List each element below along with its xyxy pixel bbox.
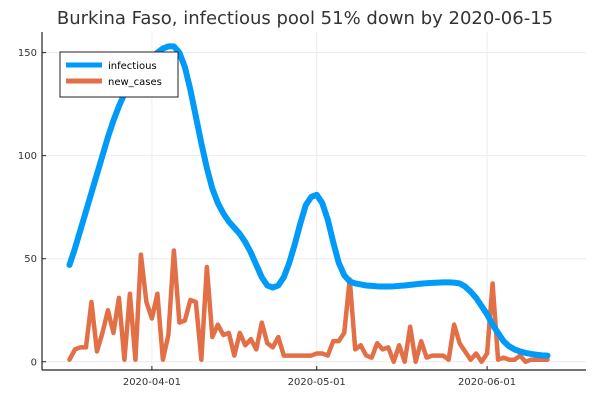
chart-title: Burkina Faso, infectious pool 51% down b… (57, 8, 553, 29)
x-tick-label-1: 2020-05-01 (288, 377, 346, 388)
legend-label-infectious: infectious (108, 61, 157, 72)
y-tick-label-3: 150 (18, 48, 37, 59)
y-tick-label-0: 0 (31, 357, 37, 368)
legend-box (59, 51, 179, 98)
y-tick-label-2: 100 (18, 151, 37, 162)
x-tick-label-2: 2020-06-01 (458, 377, 516, 388)
series-line-new-cases (67, 248, 550, 365)
y-tick-label-1: 50 (24, 254, 37, 265)
axis-layer: 2020-04-01 2020-05-01 2020-06-01 0 50 100 150 (18, 32, 586, 388)
legend: infectious new_cases (59, 51, 179, 98)
legend-label-new-cases: new_cases (108, 77, 162, 88)
x-tick-label-0: 2020-04-01 (123, 377, 181, 388)
